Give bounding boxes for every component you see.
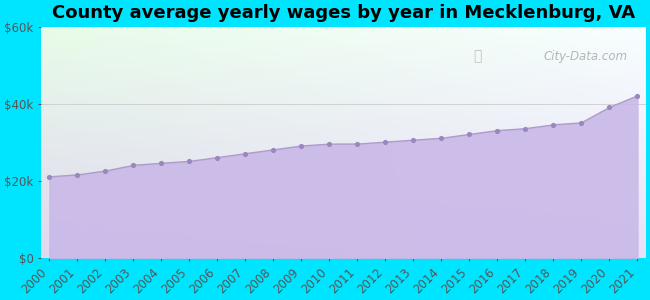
Point	[548, 122, 558, 127]
Point	[156, 161, 166, 166]
Point	[240, 152, 251, 156]
Point	[324, 142, 335, 146]
Point	[44, 175, 55, 179]
Point	[213, 155, 223, 160]
Point	[72, 172, 83, 177]
Point	[296, 144, 307, 148]
Point	[380, 140, 391, 145]
Point	[100, 169, 110, 173]
Point	[268, 148, 279, 152]
Text: ⦿: ⦿	[473, 50, 482, 64]
Point	[632, 94, 643, 98]
Point	[604, 105, 615, 110]
Point	[520, 126, 530, 131]
Text: City-Data.com: City-Data.com	[543, 50, 628, 63]
Point	[184, 159, 194, 164]
Title: County average yearly wages by year in Mecklenburg, VA: County average yearly wages by year in M…	[52, 4, 635, 22]
Point	[352, 142, 363, 146]
Point	[464, 132, 474, 137]
Point	[577, 121, 587, 125]
Point	[436, 136, 447, 141]
Point	[492, 128, 502, 133]
Point	[128, 163, 138, 168]
Point	[408, 138, 419, 143]
